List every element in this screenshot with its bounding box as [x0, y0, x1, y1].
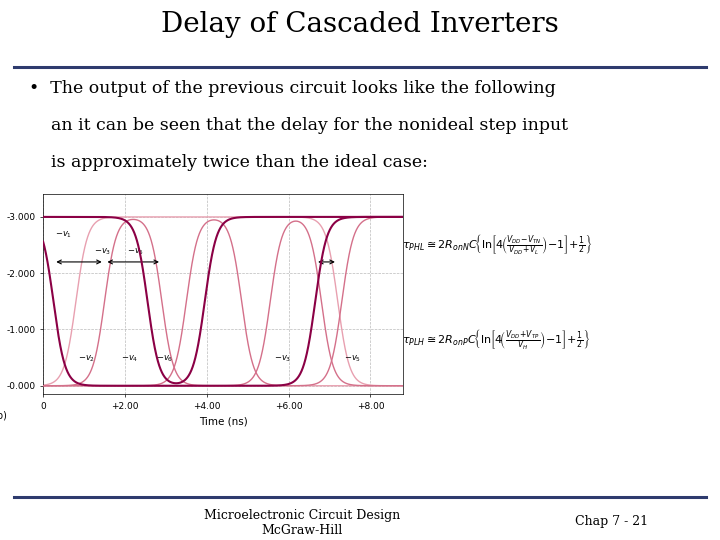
Text: $-v_3$: $-v_3$ — [94, 246, 112, 257]
Text: $-v_3$: $-v_3$ — [274, 354, 292, 364]
Text: $-v_5$: $-v_5$ — [127, 246, 144, 257]
Text: $-v_2$: $-v_2$ — [78, 354, 95, 364]
Text: $-v_6$: $-v_6$ — [156, 354, 173, 364]
Text: $\tau_{PHL} \cong 2R_{onN}C\!\left\{\ln\!\left[4\!\left(\frac{V_{DD}\!-\!V_{TN}}: $\tau_{PHL} \cong 2R_{onN}C\!\left\{\ln\… — [402, 232, 593, 256]
Text: Microelectronic Circuit Design: Microelectronic Circuit Design — [204, 509, 400, 522]
Text: is approximately twice than the ideal case:: is approximately twice than the ideal ca… — [29, 154, 428, 171]
Text: an it can be seen that the delay for the nonideal step input: an it can be seen that the delay for the… — [29, 117, 568, 134]
Text: $-v_5$: $-v_5$ — [344, 354, 361, 364]
Text: $-v_1$: $-v_1$ — [55, 230, 73, 240]
Text: $\tau_{PLH} \cong 2R_{onP}C\!\left\{\ln\!\left[4\!\left(\frac{V_{DD}\!+\!V_{TP}}: $\tau_{PLH} \cong 2R_{onP}C\!\left\{\ln\… — [402, 327, 591, 351]
Text: Delay of Cascaded Inverters: Delay of Cascaded Inverters — [161, 11, 559, 38]
Text: Chap 7 - 21: Chap 7 - 21 — [575, 515, 649, 528]
Text: (b): (b) — [0, 410, 6, 420]
X-axis label: Time (ns): Time (ns) — [199, 416, 248, 427]
Text: •  The output of the previous circuit looks like the following: • The output of the previous circuit loo… — [29, 79, 556, 97]
Text: McGraw-Hill: McGraw-Hill — [262, 524, 343, 537]
Text: $-v_4$: $-v_4$ — [121, 354, 138, 364]
